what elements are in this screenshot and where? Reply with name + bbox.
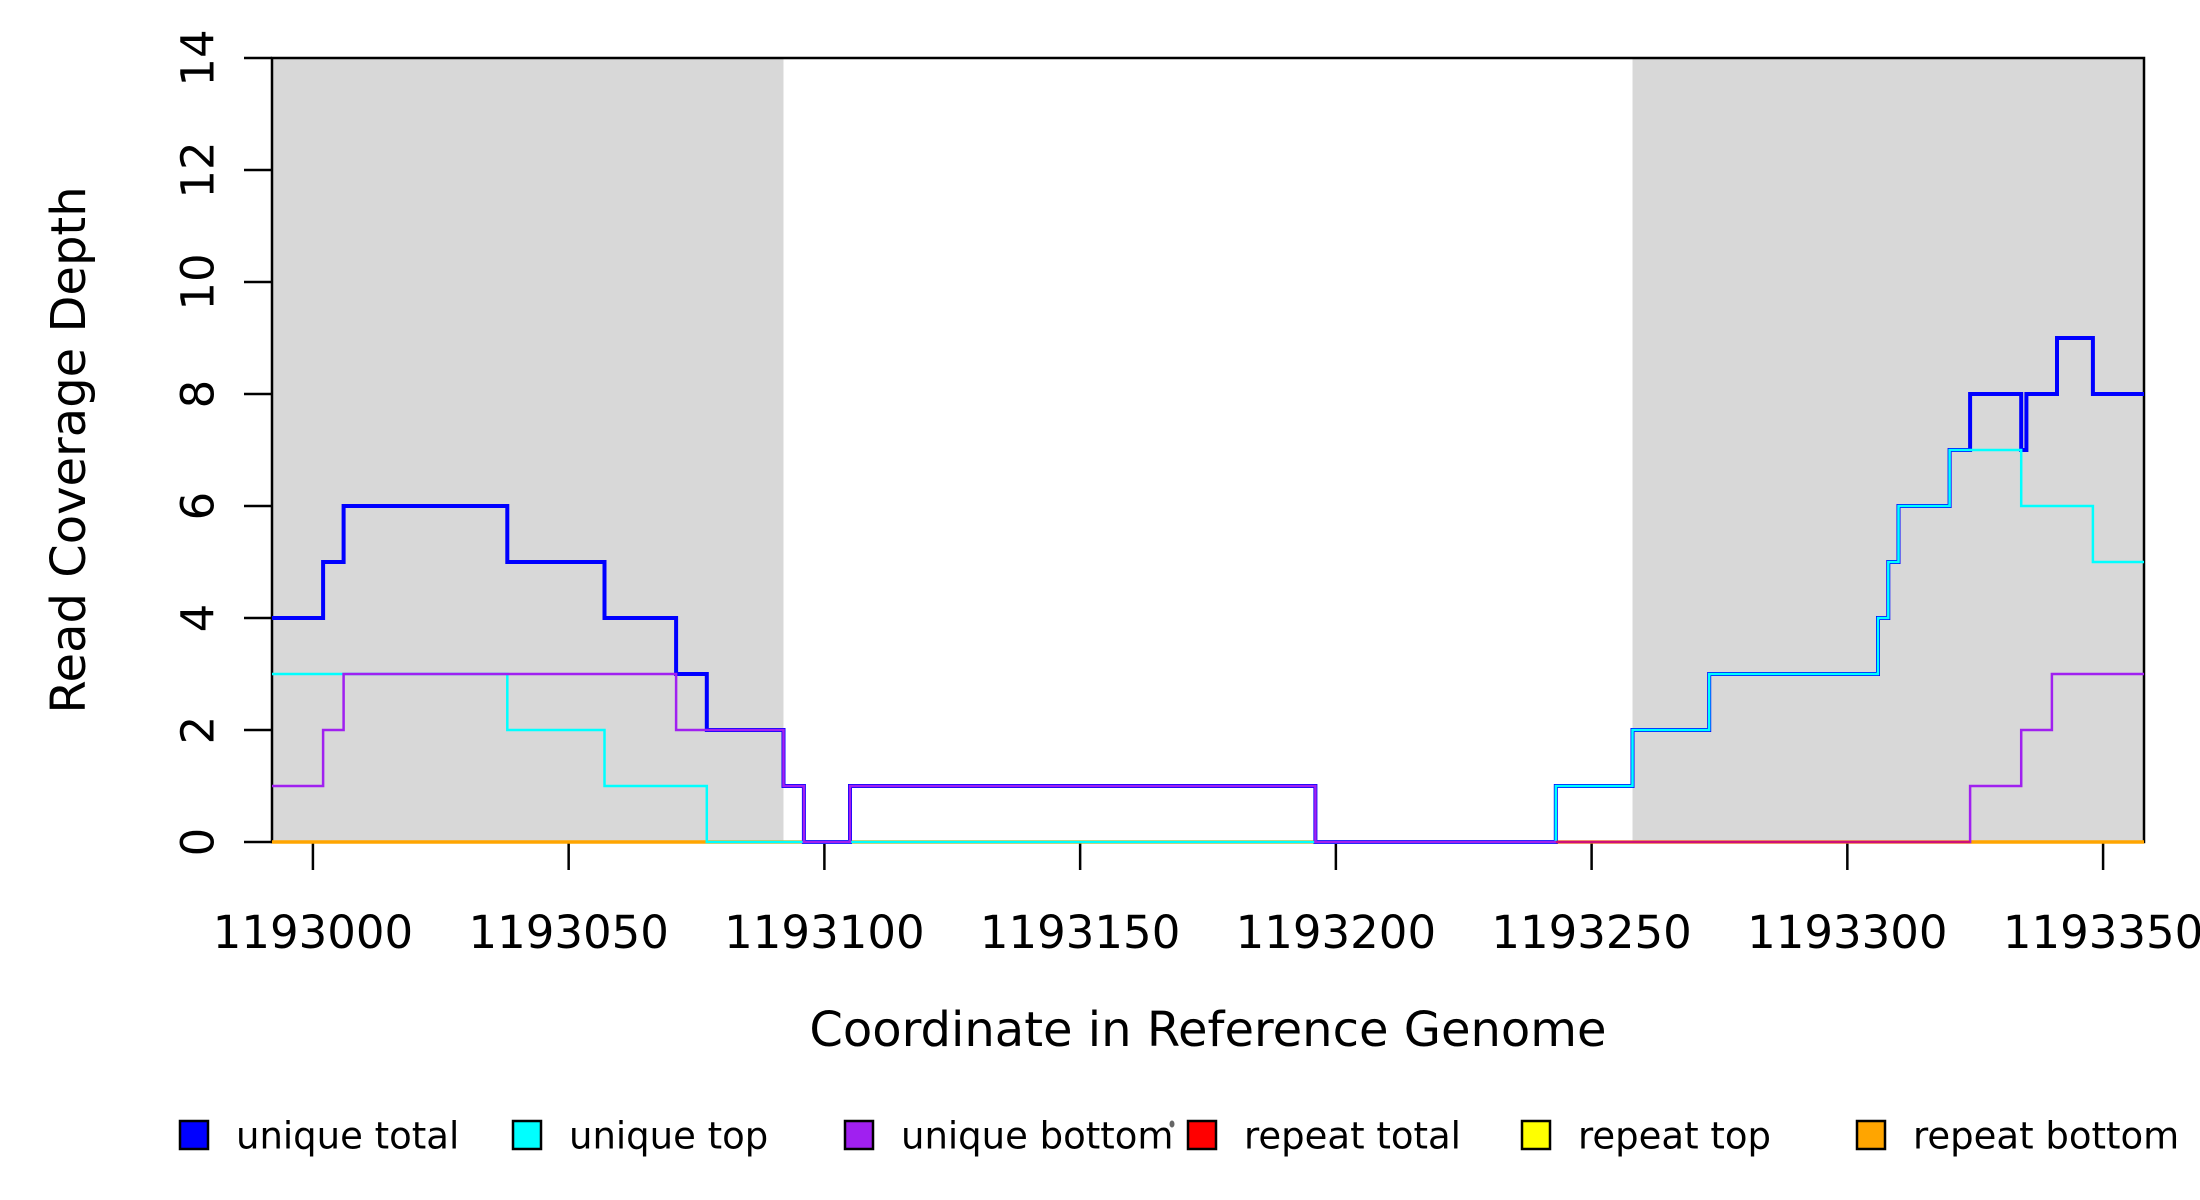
legend-item-unique-bottom: unique bottom <box>843 1115 1173 1158</box>
x-axis-ticks: 1193000 1193050 1193100 1193150 1193200 11932… <box>213 842 2200 959</box>
legend-label: unique total <box>236 1115 459 1158</box>
y-tick-label: 4 <box>172 604 225 633</box>
x-tick-label: 1193300 <box>1747 906 1947 959</box>
legend: unique total unique top unique bottom repea… <box>178 1115 2179 1158</box>
x-tick-label: 1193200 <box>1236 906 1436 959</box>
legend-label: unique bottom <box>901 1115 1173 1158</box>
series-step-lines <box>272 336 2144 844</box>
legend-label: unique top <box>569 1115 768 1158</box>
y-tick-label: 2 <box>172 716 225 745</box>
legend-item-unique-total: unique total <box>178 1115 459 1158</box>
x-axis-title: Coordinate in Reference Genome <box>809 1002 1606 1058</box>
legend-swatch <box>178 1119 210 1151</box>
y-tick-label: 8 <box>172 380 225 409</box>
x-tick-label: 1193000 <box>213 906 413 959</box>
y-tick-label: 14 <box>172 29 225 86</box>
legend-swatch <box>1520 1119 1552 1151</box>
x-tick-label: 1193150 <box>980 906 1180 959</box>
legend-item-unique-top: unique top <box>511 1115 768 1158</box>
x-tick-label: 1193250 <box>1491 906 1691 959</box>
legend-item-repeat-top: repeat top <box>1520 1115 1771 1158</box>
y-tick-label: 12 <box>172 141 225 198</box>
highlight-bands <box>272 58 2144 842</box>
x-tick-label: 1193050 <box>468 906 668 959</box>
series-line-unique-top <box>272 448 2144 844</box>
series-line-unique-bottom <box>272 672 2144 844</box>
legend-swatch <box>511 1119 543 1151</box>
legend-label: repeat total <box>1244 1115 1461 1158</box>
speck-artifact <box>1169 1120 1175 1128</box>
y-axis-ticks: 0 2 4 6 8 10 12 14 <box>172 29 272 857</box>
legend-swatch <box>843 1119 875 1151</box>
legend-item-repeat-total: repeat total <box>1186 1115 1461 1158</box>
legend-label: repeat bottom <box>1913 1115 2179 1158</box>
y-axis-title: Read Coverage Depth <box>41 186 97 713</box>
left-repeat-region <box>272 58 784 842</box>
legend-swatch <box>1855 1119 1887 1151</box>
legend-label: repeat top <box>1578 1115 1771 1158</box>
x-tick-label: 1193100 <box>724 906 924 959</box>
legend-item-repeat-bottom: repeat bottom <box>1855 1115 2179 1158</box>
right-repeat-region <box>1632 58 2144 842</box>
y-tick-label: 6 <box>172 492 225 521</box>
legend-swatch <box>1186 1119 1218 1151</box>
x-tick-label: 1193350 <box>2003 906 2200 959</box>
y-tick-label: 0 <box>172 828 225 857</box>
y-tick-label: 10 <box>172 253 225 310</box>
